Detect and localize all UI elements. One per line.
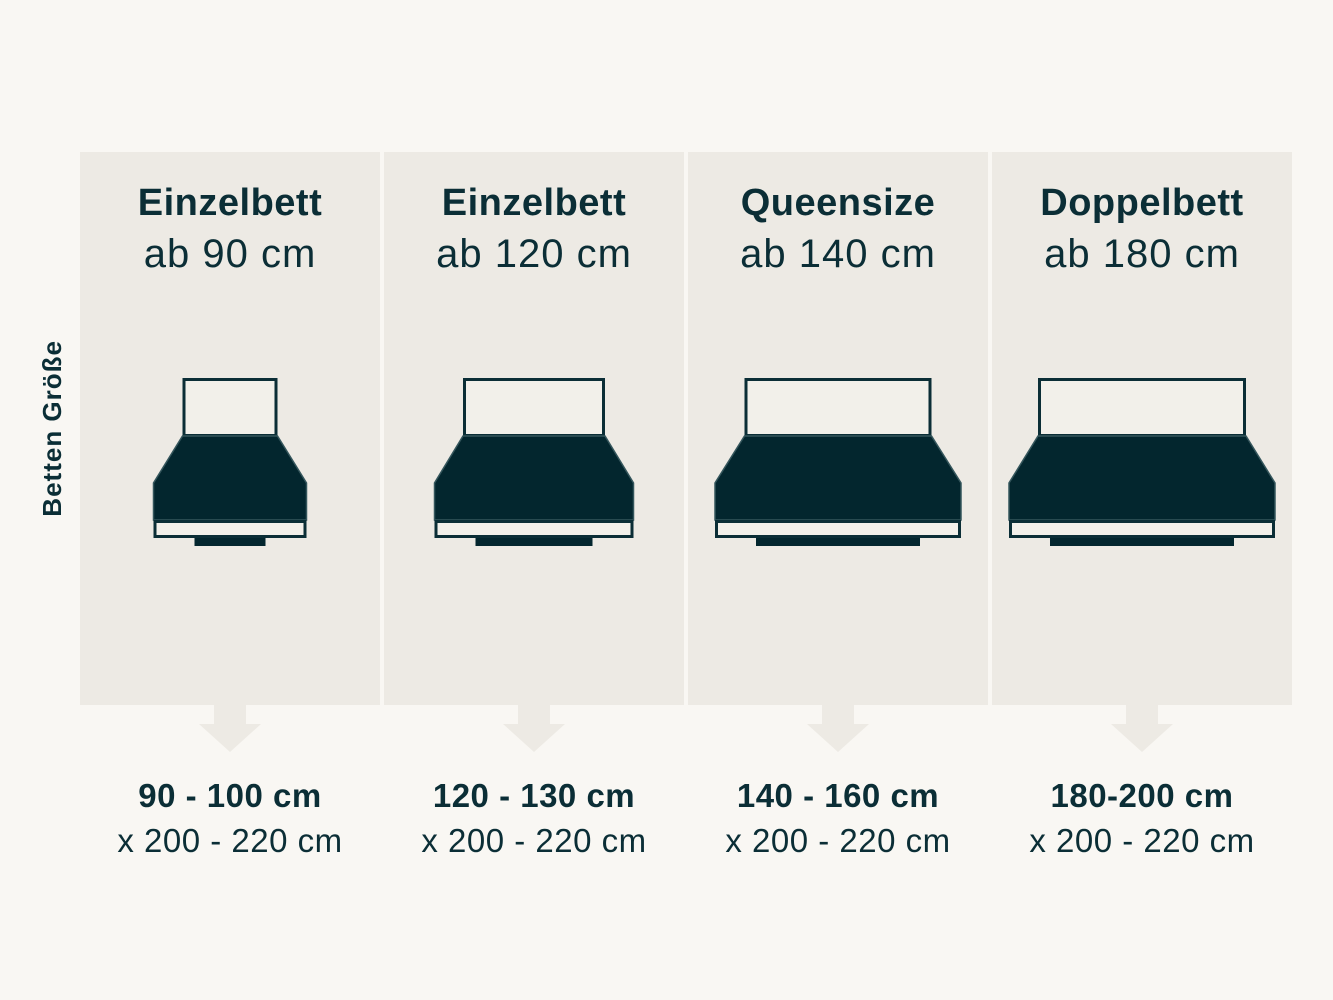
bed-column-queensize-140: Queensize ab 140 cm 140 - 160 cm x 200 -…: [688, 152, 988, 859]
single-bed-90-icon: [152, 378, 308, 546]
width-range: 140 - 160 cm: [736, 777, 940, 814]
single-bed-120-icon: [433, 378, 635, 546]
down-arrow-head-icon: [199, 724, 261, 752]
bed-min-width: ab 120 cm: [436, 232, 632, 276]
size-range-label: 90 - 100 cm x 200 - 220 cm: [80, 777, 380, 860]
bed-column-doppelbett-180: Doppelbett ab 180 cm 180-200 cm x 200 - …: [992, 152, 1292, 859]
bed-type-title: Einzelbett: [441, 182, 627, 224]
bed-min-width: ab 180 cm: [1044, 232, 1240, 276]
width-range: 120 - 130 cm: [432, 777, 636, 814]
down-arrow-icon: [518, 705, 550, 724]
down-arrow-head-icon: [807, 724, 869, 752]
bed-column-einzelbett-90: Einzelbett ab 90 cm 90 - 100 cm x 200 - …: [80, 152, 380, 859]
bed-type-title: Queensize: [740, 182, 936, 224]
size-range-label: 180-200 cm x 200 - 220 cm: [992, 777, 1292, 860]
width-range: 180-200 cm: [1050, 777, 1234, 814]
bed-min-width: ab 140 cm: [740, 232, 936, 276]
length-range: x 200 - 220 cm: [725, 822, 951, 859]
size-range-label: 140 - 160 cm x 200 - 220 cm: [688, 777, 988, 860]
down-arrow-icon: [822, 705, 854, 724]
down-arrow-icon: [214, 705, 246, 724]
width-range: 90 - 100 cm: [138, 777, 322, 814]
bed-column-einzelbett-120: Einzelbett ab 120 cm 120 - 130 cm x 200 …: [384, 152, 684, 859]
bed-type-title: Doppelbett: [1040, 182, 1244, 224]
vertical-axis-label-wrap: Betten Größe: [22, 152, 82, 705]
down-arrow-head-icon: [1111, 724, 1173, 752]
bed-type-title: Einzelbett: [137, 182, 323, 224]
down-arrow-head-icon: [503, 724, 565, 752]
vertical-axis-label: Betten Größe: [36, 340, 67, 517]
size-range-label: 120 - 130 cm x 200 - 220 cm: [384, 777, 684, 860]
down-arrow-icon: [1126, 705, 1158, 724]
length-range: x 200 - 220 cm: [421, 822, 647, 859]
double-bed-icon: [1008, 378, 1276, 546]
length-range: x 200 - 220 cm: [1029, 822, 1255, 859]
length-range: x 200 - 220 cm: [117, 822, 343, 859]
queensize-bed-icon: [714, 378, 962, 546]
bed-min-width: ab 90 cm: [143, 232, 317, 276]
